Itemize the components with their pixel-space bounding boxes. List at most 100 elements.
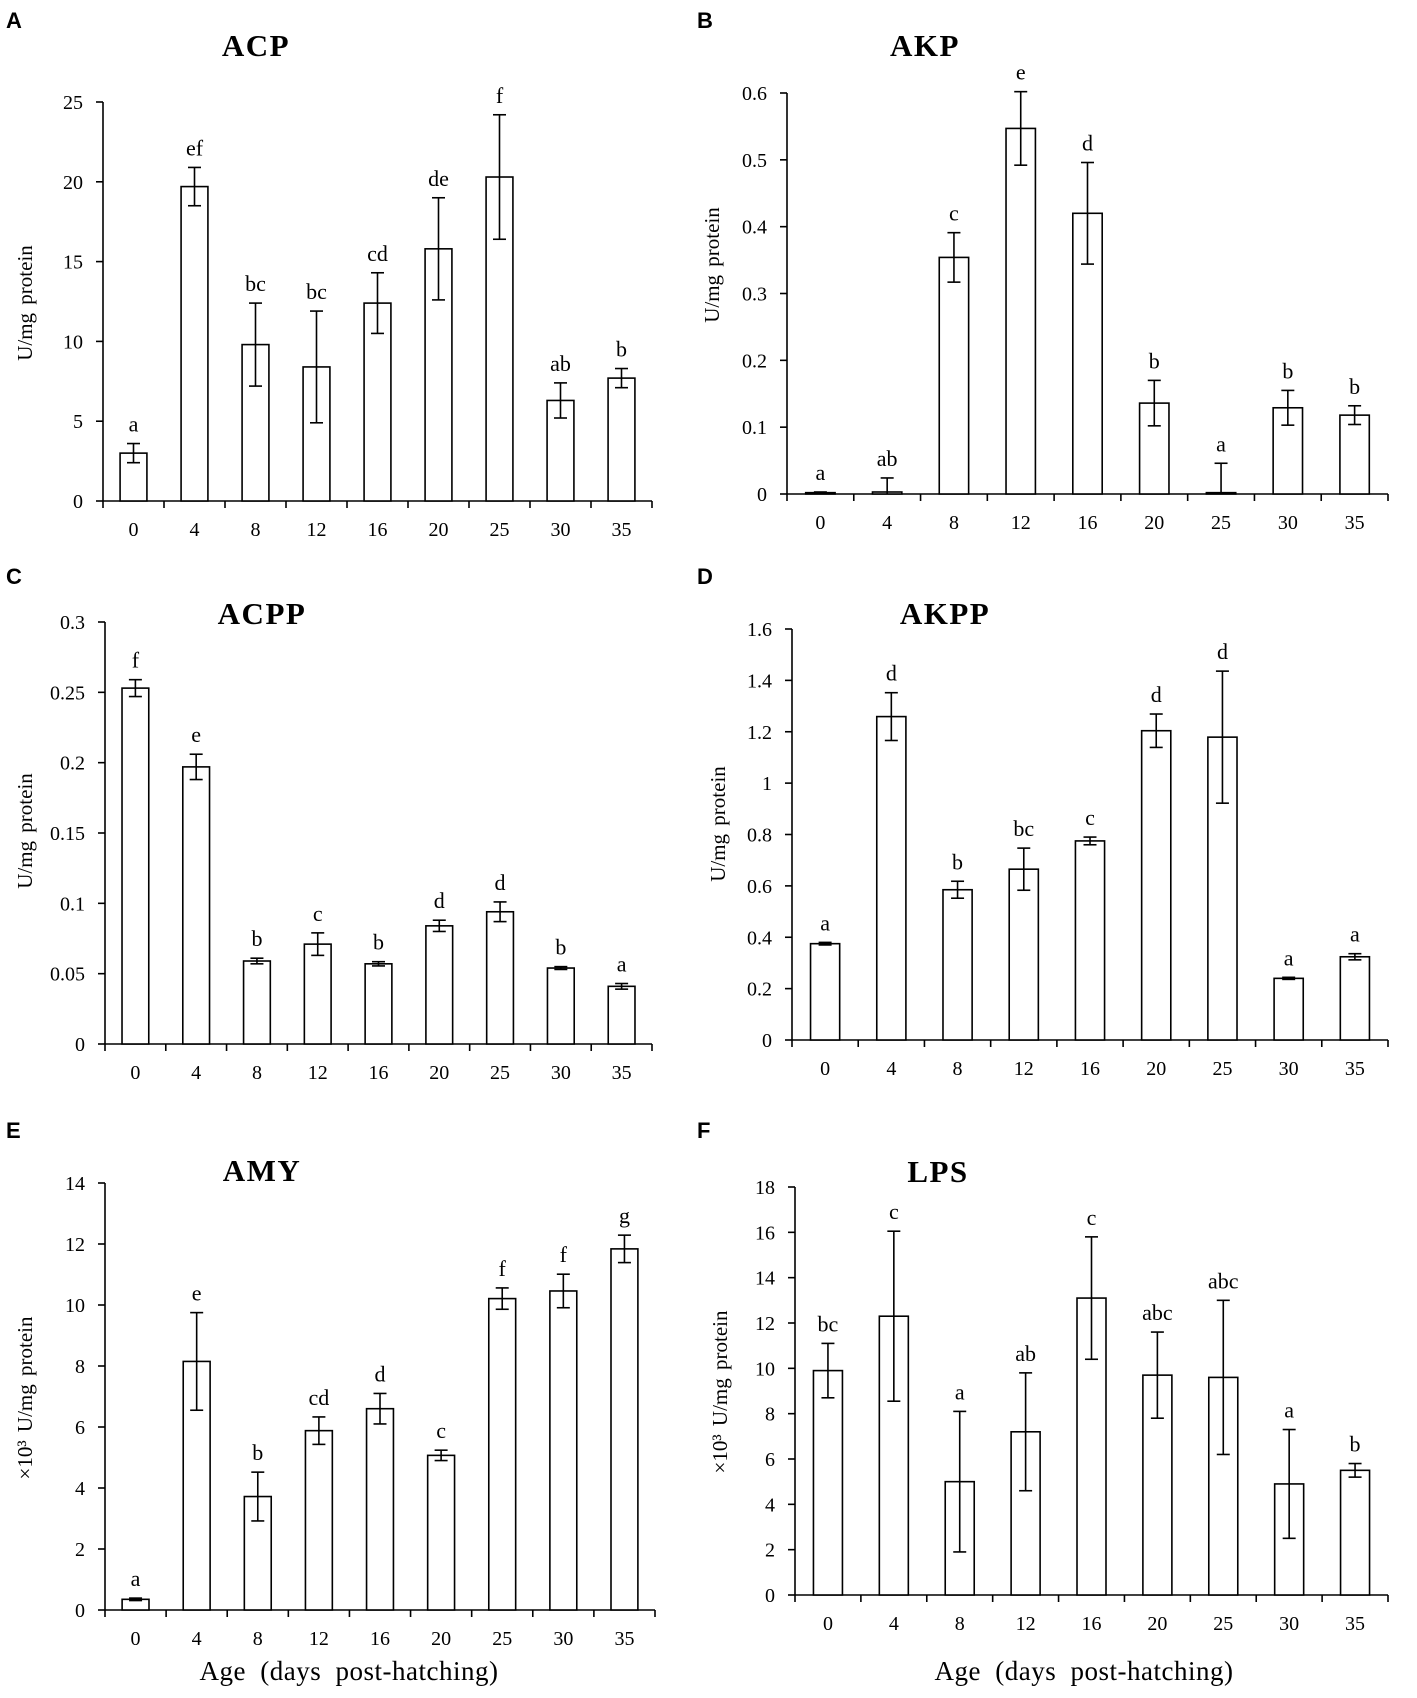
bar-day-20 (425, 925, 454, 1045)
bar-day-20 (426, 1454, 456, 1611)
significance-letter: b (555, 935, 566, 960)
error-bar-day-30 (554, 965, 568, 971)
y-tick-label: 4 (75, 1478, 85, 1500)
x-tick-label: 35 (612, 1062, 632, 1084)
x-tick-label: 20 (429, 1062, 449, 1084)
bar-day-8 (938, 256, 970, 495)
error-bar-day-25 (1215, 670, 1229, 804)
error-bar-day-8 (250, 957, 264, 965)
error-bar-day-0 (129, 1597, 143, 1602)
significance-letter: b (1282, 358, 1293, 383)
bar-day-8 (942, 888, 973, 1041)
significance-letter: a (1350, 922, 1360, 947)
x-axis-label: Age (days post-hatching) (935, 1656, 1234, 1686)
significance-letter: ab (550, 351, 571, 376)
error-bar-day-35 (615, 982, 629, 990)
significance-letter: d (1082, 131, 1093, 156)
y-tick-label: 20 (63, 172, 83, 194)
y-tick-label: 0.3 (742, 284, 767, 306)
significance-letter: ef (186, 135, 204, 160)
panel-letter: A (6, 8, 22, 33)
y-tick-label: 18 (755, 1177, 775, 1199)
error-bar-day-12 (312, 1416, 326, 1446)
x-tick-label: 16 (370, 1628, 390, 1650)
bar-day-35 (607, 985, 636, 1045)
x-tick-label: 4 (882, 512, 892, 534)
panel-c-acpp-chart: C ACPP U/mg protein 0 0.05 0.1 0.15 0.2 0.25 0.3 0… (6, 564, 653, 1084)
y-tick-label: 0.4 (742, 217, 767, 239)
error-bar-day-16 (1083, 836, 1097, 846)
bar-day-4 (180, 185, 209, 502)
x-tick-label: 4 (889, 1613, 899, 1635)
error-bar-day-30 (1282, 1428, 1296, 1540)
y-tick-label: 15 (63, 252, 83, 274)
bar-day-12 (303, 943, 332, 1045)
error-bar-day-0 (818, 941, 832, 946)
error-bar-day-12 (310, 310, 323, 424)
y-tick-label: 0.05 (50, 964, 85, 986)
significance-letter: a (955, 1379, 965, 1404)
y-tick-label: 0.6 (747, 876, 772, 898)
significance-letter: abc (1208, 1268, 1239, 1293)
significance-letter: a (129, 412, 139, 437)
error-bar-day-25 (493, 901, 507, 923)
significance-letter: ab (1015, 1341, 1036, 1366)
y-tick-label: 12 (65, 1234, 85, 1256)
bar-day-0 (121, 687, 150, 1045)
error-bar-day-30 (1281, 389, 1295, 426)
error-bar-day-8 (251, 1471, 265, 1522)
bar-day-12 (304, 1429, 334, 1611)
bar-day-25 (485, 910, 515, 1045)
x-tick-label: 12 (307, 519, 327, 541)
y-tick-label: 25 (63, 92, 83, 114)
significance-letter: b (373, 930, 384, 955)
significance-letter: e (192, 1281, 202, 1306)
panel-letter: D (697, 564, 713, 589)
panel-a-acp-chart: A ACP U/mg protein 0 5 10 15 20 25 0 a 4 ef 8 bc 12 bc 16… (6, 8, 653, 541)
significance-letter: a (816, 460, 826, 485)
y-tick-label: 0 (762, 1030, 772, 1052)
bar-day-4 (875, 715, 907, 1041)
y-tick-label: 0.6 (742, 83, 767, 105)
error-bar-day-30 (1282, 976, 1296, 981)
significance-letter: abc (1142, 1300, 1173, 1325)
y-tick-label: 0 (757, 484, 767, 506)
y-tick-label: 0 (75, 1034, 85, 1056)
error-bar-day-20 (1147, 379, 1161, 427)
x-tick-label: 30 (553, 1628, 573, 1650)
bar-day-35 (1339, 1469, 1371, 1596)
significance-letter: ab (877, 446, 898, 471)
x-tick-label: 20 (1146, 1058, 1166, 1080)
significance-letter: bc (245, 271, 266, 296)
error-bar-day-8 (947, 231, 961, 283)
x-tick-label: 20 (1147, 1613, 1167, 1635)
x-tick-label: 30 (1279, 1058, 1299, 1080)
error-bar-day-0 (128, 678, 142, 698)
x-tick-label: 25 (1211, 512, 1231, 534)
y-axis-label: U/mg protein (706, 766, 730, 882)
panel-letter: C (6, 564, 22, 589)
x-tick-label: 0 (820, 1058, 830, 1080)
significance-letter: g (619, 1203, 630, 1228)
bar-day-12 (1005, 127, 1037, 495)
panel-letter: B (697, 8, 713, 33)
significance-letter: d (375, 1361, 386, 1386)
x-tick-label: 25 (490, 1062, 510, 1084)
x-tick-label: 20 (429, 519, 449, 541)
error-bar-day-12 (1014, 90, 1028, 166)
error-bar-day-20 (1149, 713, 1163, 749)
significance-letter: a (1284, 945, 1294, 970)
error-bar-day-30 (554, 382, 567, 419)
x-tick-label: 4 (192, 1628, 202, 1650)
error-bar-day-4 (190, 1311, 204, 1412)
error-bar-day-4 (188, 166, 201, 207)
y-tick-label: 2 (765, 1540, 775, 1562)
y-tick-label: 0.25 (50, 682, 85, 704)
x-tick-label: 25 (490, 519, 510, 541)
y-axis-label: U/mg protein (700, 207, 724, 323)
y-tick-label: 0.2 (60, 753, 85, 775)
error-bar-day-16 (373, 1392, 387, 1425)
significance-letter: bc (306, 279, 327, 304)
significance-letter: b (252, 1440, 263, 1465)
